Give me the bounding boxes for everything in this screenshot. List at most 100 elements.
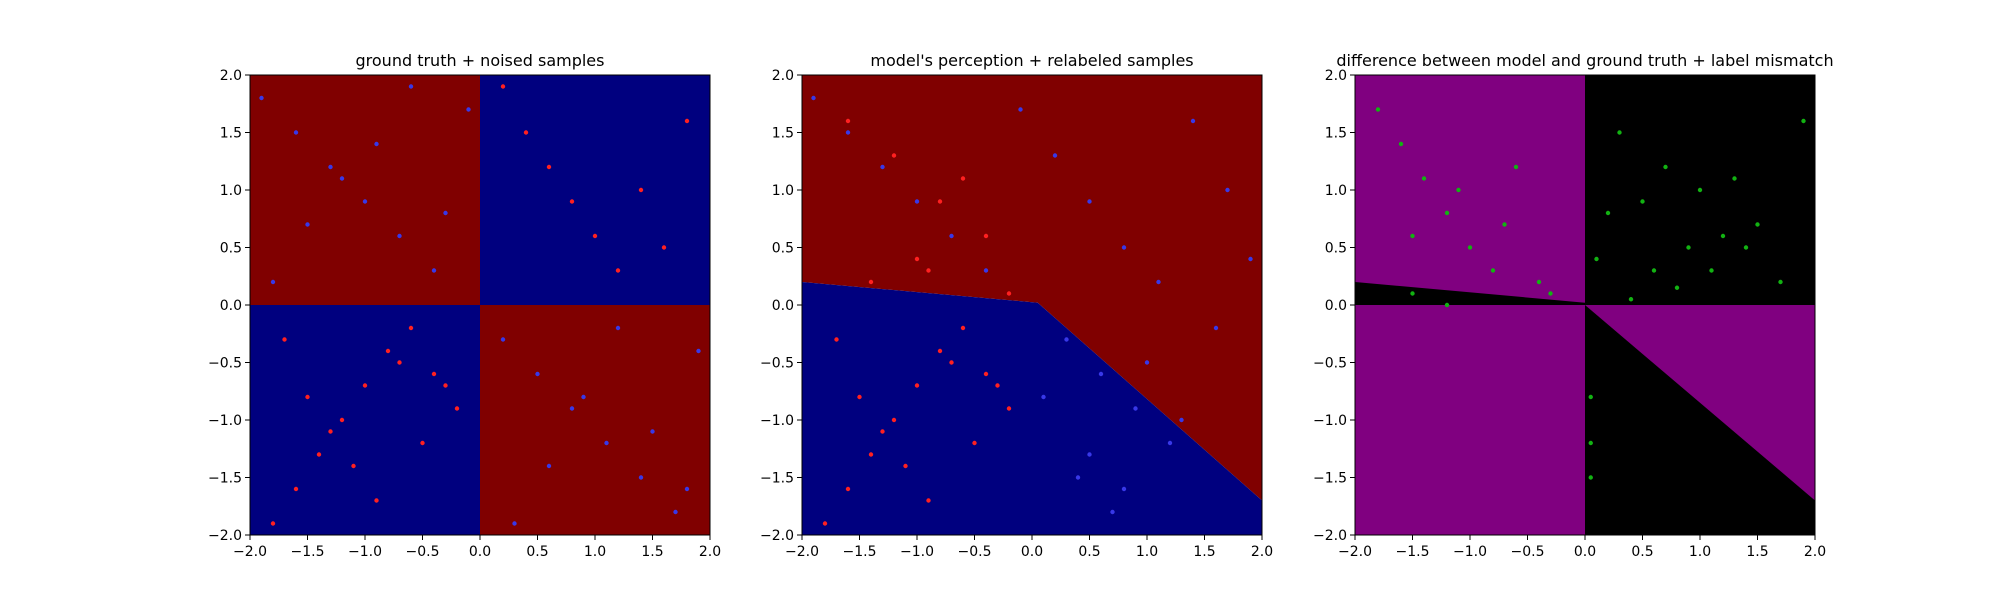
data-point [868,279,874,285]
data-point [1467,245,1473,250]
data-point [500,84,506,89]
data-point [1709,268,1714,273]
data-point [960,325,966,331]
data-point [857,394,862,400]
data-point [983,371,989,377]
data-point [845,118,851,124]
data-point [903,463,908,469]
data-point [949,233,954,239]
x-tick-label: 0.5 [1631,544,1653,560]
data-point [1490,268,1496,273]
background-region [1355,305,1585,535]
data-point [362,199,368,204]
data-point [949,360,954,365]
data-point [1110,509,1115,515]
y-tick-label: 1.0 [772,183,794,199]
data-point [305,222,310,227]
y-tick-label: 0.0 [772,298,794,314]
data-point [845,130,851,135]
y-tick-label: −2.0 [1313,528,1347,544]
x-tick-label: 1.0 [1689,544,1711,560]
data-point [569,406,575,411]
y-tick-label: −0.5 [1313,356,1347,372]
background-region [480,305,710,535]
y-tick-label: 0.0 [1325,298,1347,314]
data-point [259,95,264,101]
data-point [293,486,299,492]
data-point [328,429,333,434]
x-tick-label: 2.0 [1251,544,1273,560]
data-point [684,486,690,492]
data-point [1588,440,1593,446]
y-tick-label: −0.5 [208,356,242,372]
x-tick-label: 2.0 [1804,544,1826,560]
data-point [1075,475,1081,480]
data-point [972,440,977,446]
data-point [880,164,885,170]
background-region [480,75,710,305]
data-point [512,521,517,526]
data-point [1087,452,1092,457]
data-point [431,268,437,273]
y-tick-label: −2.0 [208,528,242,544]
data-point [443,383,448,388]
data-point [673,509,678,515]
data-point [983,268,989,273]
data-point [1605,210,1611,216]
y-tick-label: 2.0 [220,68,242,84]
data-point [638,187,644,193]
data-point [926,268,931,273]
x-tick-label: 2.0 [699,544,721,560]
data-point [615,268,621,273]
data-point [397,233,402,239]
x-tick-label: −1.0 [900,544,934,560]
data-point [443,210,448,216]
x-tick-label: 1.0 [1136,544,1158,560]
y-tick-label: 2.0 [772,68,794,84]
x-tick-label: −1.5 [1396,544,1430,560]
x-tick-label: 0.5 [526,544,548,560]
x-tick-label: 1.5 [1193,544,1215,560]
data-point [1651,268,1657,273]
data-point [1686,245,1691,250]
data-point [1755,222,1760,227]
data-point [1006,406,1012,411]
data-point [1375,107,1381,112]
data-point [880,429,885,434]
data-point [1248,256,1253,262]
y-tick-label: 0.0 [220,298,242,314]
chart-title: model's perception + relabeled samples [870,51,1193,70]
y-tick-label: 2.0 [1325,68,1347,84]
data-point [397,360,402,365]
data-point [650,429,655,434]
data-point [293,130,299,135]
data-point [995,383,1000,388]
y-tick-label: 1.5 [1325,126,1347,142]
data-point [385,348,391,354]
data-point [937,348,943,354]
data-point [1640,199,1645,204]
data-point [868,452,874,457]
y-tick-label: 0.5 [772,241,794,257]
data-point [914,256,920,262]
x-tick-label: −1.0 [348,544,382,560]
data-point [1121,486,1127,492]
data-point [1588,475,1593,480]
data-point [466,107,471,112]
data-point [638,475,644,480]
data-point [316,452,322,457]
data-point [1697,187,1703,193]
data-point [845,486,851,492]
x-tick-label: 0.0 [1021,544,1043,560]
data-point [1213,325,1219,331]
data-point [1410,291,1415,296]
data-point [1064,337,1069,342]
plot-area [250,75,710,535]
data-point [500,337,506,342]
data-point [1421,176,1427,181]
x-tick-label: −1.0 [1453,544,1487,560]
data-point [834,337,839,342]
data-point [1588,394,1593,400]
data-point [960,176,966,181]
